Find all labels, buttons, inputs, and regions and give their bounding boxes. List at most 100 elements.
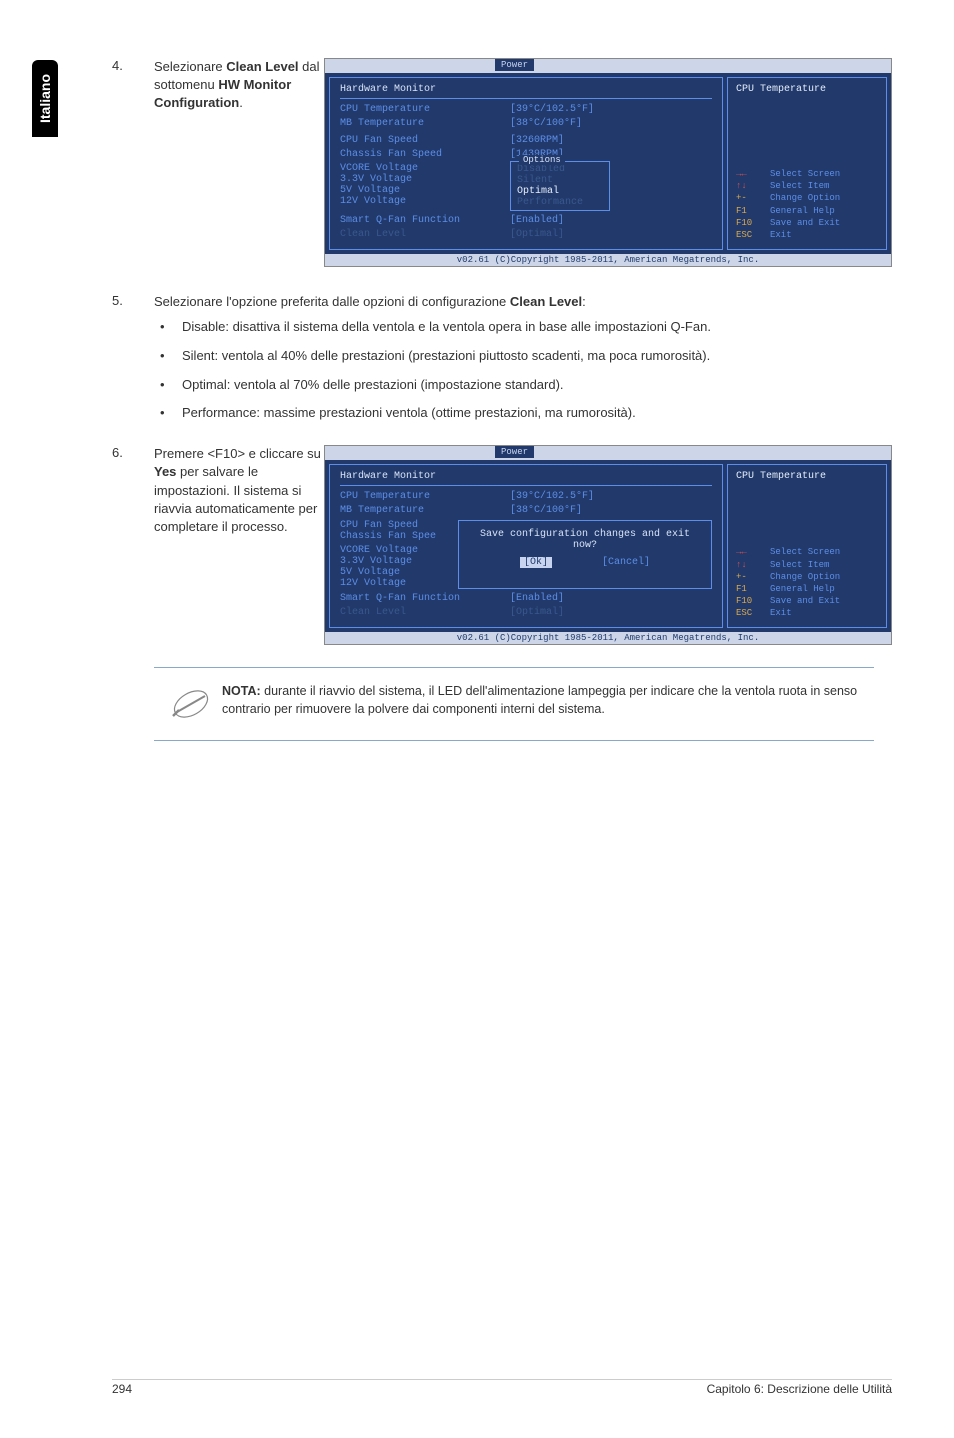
t: Selezionare — [154, 59, 226, 74]
l: Clean Level — [340, 606, 510, 620]
l: Smart Q-Fan Function — [340, 592, 510, 606]
k: →← — [736, 168, 770, 180]
t: Clean Level — [226, 59, 298, 74]
bios-tab-power: Power — [495, 446, 534, 458]
page-number: 294 — [112, 1382, 132, 1396]
bios-tab-power: Power — [495, 59, 534, 71]
chapter-title: Capitolo 6: Descrizione delle Utilità — [707, 1382, 892, 1396]
note-icon — [160, 682, 222, 726]
ht: Select Item — [770, 180, 829, 192]
ht: Save and Exit — [770, 217, 840, 229]
l: MB Temperature — [340, 117, 510, 131]
v: [Optimal] — [510, 228, 712, 242]
step-4-num: 4. — [112, 58, 154, 267]
bios-left-panel: Hardware Monitor CPU Temperature[39°C/10… — [329, 464, 723, 628]
t: Premere <F10> e cliccare su — [154, 446, 321, 461]
bios-right-panel: CPU Temperature →←Select Screen ↑↓Select… — [727, 77, 887, 250]
save-dialog: Save configuration changes and exit now?… — [458, 520, 712, 589]
l: Chassis Fan Speed — [340, 148, 510, 162]
ht: General Help — [770, 205, 835, 217]
bios-right-panel: CPU Temperature →←Select Screen ↑↓Select… — [727, 464, 887, 628]
l: CPU Fan Speed — [340, 134, 510, 148]
bios-screenshot-2: Power Hardware Monitor CPU Temperature[3… — [324, 445, 892, 645]
dialog-ok: [Ok] — [520, 557, 552, 568]
k: ↑↓ — [736, 180, 770, 192]
v: [Enabled] — [510, 214, 712, 228]
bios-help-keys: →←Select Screen ↑↓Select Item +-Change O… — [736, 168, 878, 241]
bios-left-panel: Hardware Monitor CPU Temperature[39°C/10… — [329, 77, 723, 250]
l: VCORE Voltage — [340, 545, 460, 556]
l: Clean Level — [340, 228, 510, 242]
step-6: 6. Premere <F10> e cliccare su Yes per s… — [112, 445, 892, 645]
bt: Optimal: ventola al 70% delle prestazion… — [182, 376, 892, 395]
l: 3.3V Voltage — [340, 174, 510, 185]
ht: Select Screen — [770, 168, 840, 180]
ht: General Help — [770, 583, 835, 595]
step-5: 5. Selezionare l'opzione preferita dalle… — [112, 293, 892, 312]
step-4-text: Selezionare Clean Level dal sottomenu HW… — [154, 58, 324, 267]
l: Chassis Fan Spee — [340, 531, 460, 542]
t: : — [582, 294, 586, 309]
step-6-num: 6. — [112, 445, 154, 645]
k: F1 — [736, 583, 770, 595]
k: ↑↓ — [736, 559, 770, 571]
page-content: 4. Selezionare Clean Level dal sottomenu… — [112, 58, 892, 741]
bios-menubar: Power — [325, 446, 891, 460]
bullet: • — [154, 347, 182, 366]
l: CPU Temperature — [340, 103, 510, 117]
ht: Change Option — [770, 571, 840, 583]
opt: Silent — [517, 175, 603, 186]
l: Smart Q-Fan Function — [340, 214, 510, 228]
l: 12V Voltage — [340, 196, 510, 207]
dialog-text: Save configuration changes and exit now? — [465, 529, 705, 551]
ht: Exit — [770, 607, 792, 619]
l: 3.3V Voltage — [340, 556, 460, 567]
l: MB Temperature — [340, 504, 510, 518]
l: CPU Temperature — [340, 490, 510, 504]
ht: Change Option — [770, 192, 840, 204]
step-5-num: 5. — [112, 293, 154, 312]
bt: Performance: massime prestazioni ventola… — [182, 404, 892, 423]
l: 5V Voltage — [340, 185, 510, 196]
v: [3260RPM] — [510, 134, 712, 148]
bios-footer: v02.61 (C)Copyright 1985-2011, American … — [325, 632, 891, 644]
t: per salvare le impostazioni. Il sistema … — [154, 464, 317, 534]
dialog-cancel: [Cancel] — [602, 557, 650, 568]
v: [38°C/100°F] — [510, 504, 712, 518]
v: [38°C/100°F] — [510, 117, 712, 131]
help-title: CPU Temperature — [736, 471, 878, 482]
side-tab: Italiano — [32, 60, 58, 137]
note-body: durante il riavvio del sistema, il LED d… — [222, 684, 857, 716]
bullet: • — [154, 376, 182, 395]
l: 5V Voltage — [340, 567, 460, 578]
page-footer: 294 Capitolo 6: Descrizione delle Utilit… — [112, 1379, 892, 1396]
step-6-text: Premere <F10> e cliccare su Yes per salv… — [154, 445, 324, 645]
step-5-bullets: •Disable: disattiva il sistema della ven… — [154, 318, 892, 423]
t: . — [239, 95, 243, 110]
v: [39°C/102.5°F] — [510, 490, 712, 504]
bt: Silent: ventola al 40% delle prestazioni… — [182, 347, 892, 366]
v: [Enabled] — [510, 592, 712, 606]
note-text: NOTA: durante il riavvio del sistema, il… — [222, 682, 868, 726]
k: F1 — [736, 205, 770, 217]
ht: Save and Exit — [770, 595, 840, 607]
t: Clean Level — [510, 294, 582, 309]
bullet: • — [154, 404, 182, 423]
bios-screenshot-1: Power Hardware Monitor CPU Temperature[3… — [324, 58, 892, 267]
k: +- — [736, 571, 770, 583]
bios-menubar: Power — [325, 59, 891, 73]
k: +- — [736, 192, 770, 204]
opt: Performance — [517, 197, 603, 208]
t: Selezionare l'opzione preferita dalle op… — [154, 294, 510, 309]
help-title: CPU Temperature — [736, 84, 878, 95]
bios-section-title: Hardware Monitor — [340, 84, 712, 99]
bios-footer: v02.61 (C)Copyright 1985-2011, American … — [325, 254, 891, 266]
bullet: • — [154, 318, 182, 337]
ht: Select Screen — [770, 546, 840, 558]
ht: Exit — [770, 229, 792, 241]
v: [39°C/102.5°F] — [510, 103, 712, 117]
options-popup: Options Disabled Silent Optimal Performa… — [510, 161, 610, 211]
k: ESC — [736, 607, 770, 619]
ht: Select Item — [770, 559, 829, 571]
t: Yes — [154, 464, 176, 479]
